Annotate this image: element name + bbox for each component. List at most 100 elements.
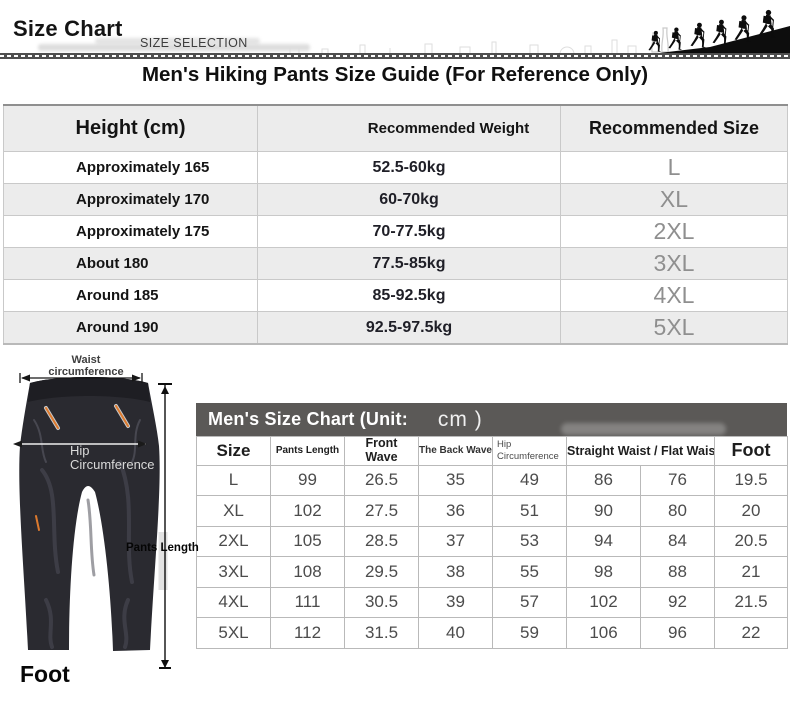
- size-guide-row: Around 190 92.5-97.5kg 5XL: [3, 311, 788, 345]
- zipper-accents: [35, 404, 130, 531]
- cell: 2XL: [196, 525, 271, 557]
- cell: 105: [270, 525, 345, 557]
- height-cell: Approximately 175: [3, 215, 258, 248]
- size-cell: 4XL: [560, 279, 788, 312]
- height-cell: Around 190: [3, 311, 258, 345]
- photo-smudge: [38, 44, 310, 51]
- cell: 28.5: [344, 525, 419, 557]
- cell: 108: [270, 556, 345, 588]
- weight-cell: 85-92.5kg: [257, 279, 561, 312]
- size-cell: 2XL: [560, 215, 788, 248]
- hip-label-line1: Hip: [70, 443, 90, 458]
- cell: 98: [566, 556, 641, 588]
- height-cell: Approximately 170: [3, 183, 258, 216]
- cell: 36: [418, 495, 493, 527]
- waist-label-line1: Waist: [71, 354, 101, 366]
- cell: 96: [639, 617, 716, 649]
- pants-length-label: Pants Length: [126, 542, 199, 554]
- size-guide-row: Around 185 85-92.5kg 4XL: [3, 279, 788, 312]
- cell: 90: [566, 495, 641, 527]
- measurement-header-row: Size Pants Length Front Wave The Back Wa…: [196, 436, 789, 466]
- cell: 88: [639, 556, 716, 588]
- hikers-illustration: [289, 9, 790, 55]
- size-guide-header-row: Height (cm) Recommended Weight Recommend…: [3, 104, 788, 152]
- cell: 5XL: [196, 617, 271, 649]
- hip-label-line2: Circumference: [70, 457, 155, 472]
- cell: 21.5: [714, 586, 789, 618]
- cell: 40: [418, 617, 493, 649]
- cell: 111: [270, 586, 345, 618]
- measurement-row: 2XL 105 28.5 37 53 94 84 20.5: [196, 525, 789, 557]
- cell: L: [196, 464, 271, 496]
- size-guide-table: Height (cm) Recommended Weight Recommend…: [3, 104, 788, 345]
- cell: 20: [714, 495, 789, 527]
- cell: 27.5: [344, 495, 419, 527]
- cell: 22: [714, 617, 789, 649]
- weight-cell: 60-70kg: [257, 183, 561, 216]
- cell: 106: [566, 617, 641, 649]
- fabric-creases: [40, 460, 134, 649]
- cell: 76: [639, 464, 716, 496]
- waist-circumference-label: Waist circumference: [18, 354, 154, 378]
- dashed-divider: [0, 53, 790, 59]
- cell: 112: [270, 617, 345, 649]
- tape-strip: [158, 532, 168, 590]
- foot-label: Foot: [20, 661, 70, 687]
- size-guide-row: Approximately 175 70-77.5kg 2XL: [3, 215, 788, 248]
- pants-photo: [13, 373, 172, 669]
- col-back-wave: The Back Wave: [418, 436, 493, 466]
- cell: 80: [639, 495, 716, 527]
- photo-smudge: [95, 38, 260, 44]
- cell: 35: [418, 464, 493, 496]
- cell: 94: [566, 525, 641, 557]
- cell: 102: [566, 586, 641, 618]
- cell: 51: [492, 495, 567, 527]
- col-header-weight: Recommended Weight: [257, 104, 561, 152]
- height-cell: About 180: [3, 247, 258, 280]
- col-foot: Foot: [714, 436, 789, 466]
- cell: 59: [492, 617, 567, 649]
- cell: 4XL: [196, 586, 271, 618]
- col-front-wave: Front Wave: [344, 436, 419, 466]
- waist-measure-arrow: [19, 373, 143, 383]
- fabric-highlights: [33, 419, 141, 463]
- cell: 19.5: [714, 464, 789, 496]
- cell: 29.5: [344, 556, 419, 588]
- col-header-size: Recommended Size: [560, 104, 788, 152]
- cell: 99: [270, 464, 345, 496]
- cell: 31.5: [344, 617, 419, 649]
- waist-label-line2: circumference: [48, 365, 124, 378]
- measurement-row: 4XL 111 30.5 39 57 102 92 21.5: [196, 586, 789, 618]
- col-size: Size: [196, 436, 271, 466]
- height-cell: Approximately 165: [3, 151, 258, 184]
- col-straight-flat-waist: Straight Waist / Flat Waist): [565, 436, 716, 466]
- cell: 92: [639, 586, 716, 618]
- size-chart-unit: cm ): [437, 407, 483, 431]
- cell: 86: [566, 464, 641, 496]
- col-hip-circumference: Hip Circumference: [492, 436, 567, 466]
- length-measure-line: [158, 383, 172, 669]
- page-title: Men's Hiking Pants Size Guide (For Refer…: [141, 63, 649, 86]
- cell: 37: [418, 525, 493, 557]
- cell: XL: [196, 495, 271, 527]
- col-header-height: Height (cm): [3, 104, 258, 152]
- size-guide-row: About 180 77.5-85kg 3XL: [3, 247, 788, 280]
- weight-cell: 70-77.5kg: [257, 215, 561, 248]
- hip-measure-arrow: [13, 440, 147, 448]
- cell: 102: [270, 495, 345, 527]
- size-chart-title-bar: Men's Size Chart (Unit: cm ): [196, 403, 787, 436]
- measurement-row: L 99 26.5 35 49 86 76 19.5: [196, 464, 789, 496]
- cell: 3XL: [196, 556, 271, 588]
- measurement-row: XL 102 27.5 36 51 90 80 20: [196, 495, 789, 527]
- measurement-table: Size Pants Length Front Wave The Back Wa…: [196, 436, 789, 649]
- size-cell: XL: [560, 183, 788, 216]
- size-cell: 3XL: [560, 247, 788, 280]
- weight-cell: 92.5-97.5kg: [257, 311, 561, 345]
- col-pants-length: Pants Length: [270, 436, 345, 466]
- measurement-row: 5XL 112 31.5 40 59 106 96 22: [196, 617, 789, 649]
- cell: 30.5: [344, 586, 419, 618]
- cell: 55: [492, 556, 567, 588]
- cell: 49: [492, 464, 567, 496]
- pants-body: [19, 377, 160, 651]
